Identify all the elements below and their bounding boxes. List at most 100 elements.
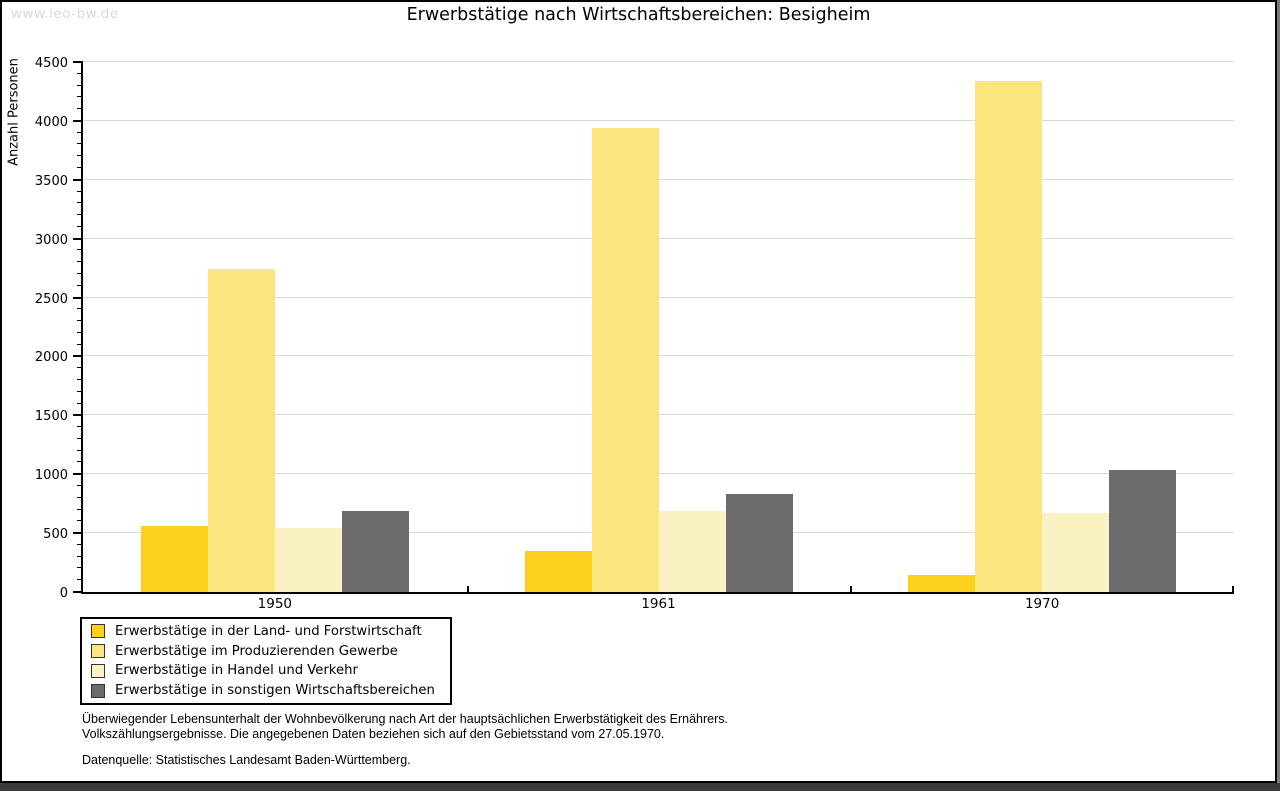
bar-1950-series-3 xyxy=(274,528,342,592)
y-axis-spine xyxy=(81,61,83,594)
bar-1961-series-4 xyxy=(725,493,793,592)
gridline-1000 xyxy=(83,473,1234,475)
y-tick-label: 2000 xyxy=(34,350,68,366)
legend-row-3: Erwerbstätige in Handel und Verkehr xyxy=(91,661,450,681)
gridline-4500 xyxy=(83,61,1234,62)
legend-box: Erwerbstätige in der Land- und Forstwirt… xyxy=(80,617,452,705)
y-tick-minor xyxy=(77,214,81,216)
y-tick-major xyxy=(73,532,81,535)
footnote-source: Datenquelle: Statistisches Landesamt Bad… xyxy=(82,753,411,767)
y-tick-minor xyxy=(77,379,81,380)
bar-1970-series-1 xyxy=(908,574,976,592)
y-tick-minor xyxy=(77,273,81,274)
x-boundary-tick xyxy=(850,586,853,592)
x-category-label-1950: 1950 xyxy=(257,596,292,612)
y-tick-minor xyxy=(77,426,81,428)
legend-swatch-series-3 xyxy=(91,663,105,678)
y-tick-minor xyxy=(77,108,81,110)
y-tick-major xyxy=(73,61,81,63)
bar-1970-series-3 xyxy=(1042,512,1110,592)
y-tick-minor xyxy=(77,520,81,522)
y-tick-major xyxy=(73,473,81,476)
y-tick-label: 1000 xyxy=(34,468,68,484)
y-tick-major xyxy=(73,237,81,240)
y-tick-minor xyxy=(77,367,81,369)
y-tick-minor xyxy=(77,72,81,74)
plot-area: 1950 1961 1970 xyxy=(81,61,1234,612)
legend-label-series-4: Erwerbstätige in sonstigen Wirtschaftsbe… xyxy=(115,683,435,699)
gridline-1500 xyxy=(83,414,1234,416)
bar-1950-series-2 xyxy=(207,268,275,592)
y-tick-label: 4000 xyxy=(34,114,68,130)
x-axis-spine xyxy=(81,592,1234,594)
y-tick-minor xyxy=(77,167,81,168)
legend-swatch-series-1 xyxy=(91,624,105,639)
y-tick-label: 3500 xyxy=(34,173,68,189)
watermark-url: www.leo-bw.de xyxy=(11,6,119,22)
y-tick-minor xyxy=(77,508,81,510)
bar-1961-series-3 xyxy=(658,510,726,592)
bar-1970-series-4 xyxy=(1109,470,1177,592)
y-tick-minor xyxy=(77,284,81,286)
y-tick-minor xyxy=(77,567,81,569)
y-tick-minor xyxy=(77,261,81,263)
bar-1961-series-1 xyxy=(524,551,592,592)
x-category-label-1961: 1961 xyxy=(641,596,676,612)
y-tick-label: 0 xyxy=(59,586,68,601)
y-tick-label: 1500 xyxy=(34,409,68,425)
y-tick-minor xyxy=(77,579,81,581)
bar-1950-series-4 xyxy=(341,510,409,592)
y-tick-label: 4500 xyxy=(34,56,68,71)
x-boundary-tick xyxy=(466,586,469,592)
y-tick-minor xyxy=(77,449,81,451)
y-tick-minor xyxy=(77,190,81,192)
y-tick-minor xyxy=(77,320,81,322)
y-tick-minor xyxy=(77,461,81,463)
footnote-line-2: Volkszählungsergebnisse. Die angegebenen… xyxy=(82,727,665,741)
y-tick-minor xyxy=(77,143,81,145)
y-tick-major xyxy=(73,296,81,299)
x-category-label-1970: 1970 xyxy=(1024,596,1060,612)
y-tick-minor xyxy=(77,96,81,98)
chart-title: Erwerbstätige nach Wirtschaftsbereichen:… xyxy=(406,5,871,25)
y-tick-major xyxy=(73,119,81,122)
bar-1961-series-2 xyxy=(591,127,659,592)
gridline-3500 xyxy=(83,178,1234,180)
legend-label-series-2: Erwerbstätige im Produzierenden Gewerbe xyxy=(115,643,398,659)
y-tick-minor xyxy=(77,202,81,204)
legend-swatch-series-2 xyxy=(91,644,105,659)
y-tick-minor xyxy=(77,249,81,251)
y-axis: 0 500 1000 1500 2000 2500 3000 3500 4000 4500 xyxy=(2,56,81,601)
legend-row-1: Erwerbstätige in der Land- und Forstwirt… xyxy=(91,622,450,642)
legend-row-4: Erwerbstätige in sonstigen Wirtschaftsbe… xyxy=(91,681,450,701)
legend-swatch-series-4 xyxy=(91,683,105,698)
y-tick-minor xyxy=(77,155,81,157)
gridline-3000 xyxy=(83,237,1234,239)
frame-shadow-right xyxy=(1277,0,1280,783)
y-tick-minor xyxy=(77,543,81,545)
y-tick-major xyxy=(73,414,81,417)
legend-row-2: Erwerbstätige im Produzierenden Gewerbe xyxy=(91,641,450,661)
y-tick-minor xyxy=(77,308,81,310)
y-tick-label: 2500 xyxy=(34,291,68,307)
y-tick-minor xyxy=(77,402,81,404)
y-tick-minor xyxy=(77,437,81,439)
y-tick-minor xyxy=(77,84,81,86)
y-tick-label: 500 xyxy=(43,527,68,543)
x-end-tick xyxy=(1232,586,1234,592)
gridline-2500 xyxy=(83,296,1234,298)
y-tick-minor xyxy=(77,131,81,133)
y-tick-major xyxy=(73,178,81,181)
y-tick-major xyxy=(73,355,81,358)
y-tick-major xyxy=(73,591,81,593)
legend-label-series-3: Erwerbstätige in Handel und Verkehr xyxy=(115,663,358,679)
y-tick-minor xyxy=(77,496,81,498)
y-tick-minor xyxy=(77,343,81,345)
y-tick-minor xyxy=(77,390,81,392)
gridline-4000 xyxy=(83,119,1234,121)
y-tick-minor xyxy=(77,555,81,557)
y-tick-minor xyxy=(77,331,81,333)
y-tick-label: 3000 xyxy=(34,232,68,248)
frame-shadow-bottom xyxy=(0,783,1280,791)
